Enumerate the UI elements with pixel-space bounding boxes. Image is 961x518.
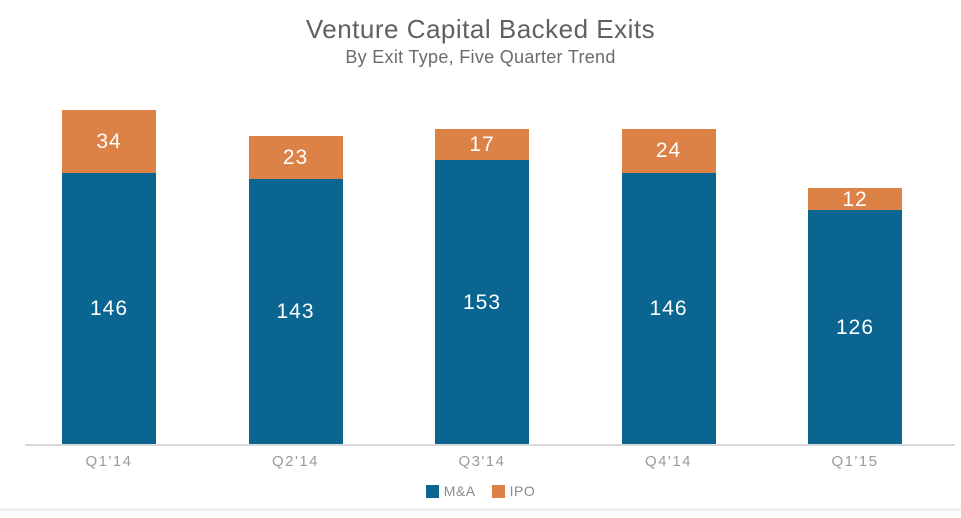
legend-label: M&A (443, 483, 476, 499)
ma-value-label: 143 (276, 299, 315, 323)
bar-q314: 17 153 (435, 128, 529, 444)
ipo-value-label: 17 (469, 132, 495, 156)
ipo-segment: 23 (248, 135, 343, 179)
legend-item-ipo: IPO (491, 483, 536, 499)
ma-value-label: 146 (89, 297, 129, 321)
ma-value-label: 153 (462, 290, 502, 314)
ipo-value-label: 12 (842, 187, 868, 211)
bar-q114: 34 146 (62, 110, 156, 444)
chart-subtitle: By Exit Type, Five Quarter Trend (345, 47, 616, 67)
legend: M&A IPO (0, 483, 961, 499)
ipo-value-label: 23 (282, 145, 309, 169)
ma-segment: 143 (248, 178, 343, 444)
bar-q115: 12 126 (808, 187, 902, 444)
ma-value-label: 146 (649, 297, 688, 321)
bar-q414: 24 146 (621, 128, 716, 444)
ipo-value-label: 24 (655, 139, 682, 163)
x-axis-label-q314: Q3'14 (458, 453, 506, 470)
bottom-edge-line (0, 508, 961, 511)
legend-swatch-icon (425, 484, 439, 498)
bar-q214: 23 143 (248, 135, 343, 444)
ma-value-label: 126 (835, 315, 875, 339)
x-axis-label-q115: Q1'15 (831, 453, 879, 470)
ma-segment: 146 (62, 173, 156, 444)
ma-segment: 153 (435, 160, 529, 444)
x-axis-label-q114: Q1'14 (85, 453, 133, 470)
ma-segment: 126 (808, 210, 902, 444)
ipo-segment: 17 (435, 128, 529, 161)
x-axis-label-q414: Q4'14 (644, 453, 693, 470)
ma-segment: 146 (621, 173, 716, 444)
ipo-value-label: 34 (96, 130, 122, 154)
ipo-segment: 34 (62, 110, 156, 174)
ipo-segment: 12 (808, 187, 902, 211)
x-axis-line (25, 444, 955, 446)
legend-item-ma: M&A (425, 483, 476, 499)
ipo-segment: 24 (621, 128, 716, 174)
legend-swatch-icon (491, 484, 505, 498)
legend-label: IPO (509, 483, 536, 499)
chart-title: Venture Capital Backed Exits (305, 14, 656, 44)
x-axis-label-q214: Q2'14 (271, 453, 320, 470)
